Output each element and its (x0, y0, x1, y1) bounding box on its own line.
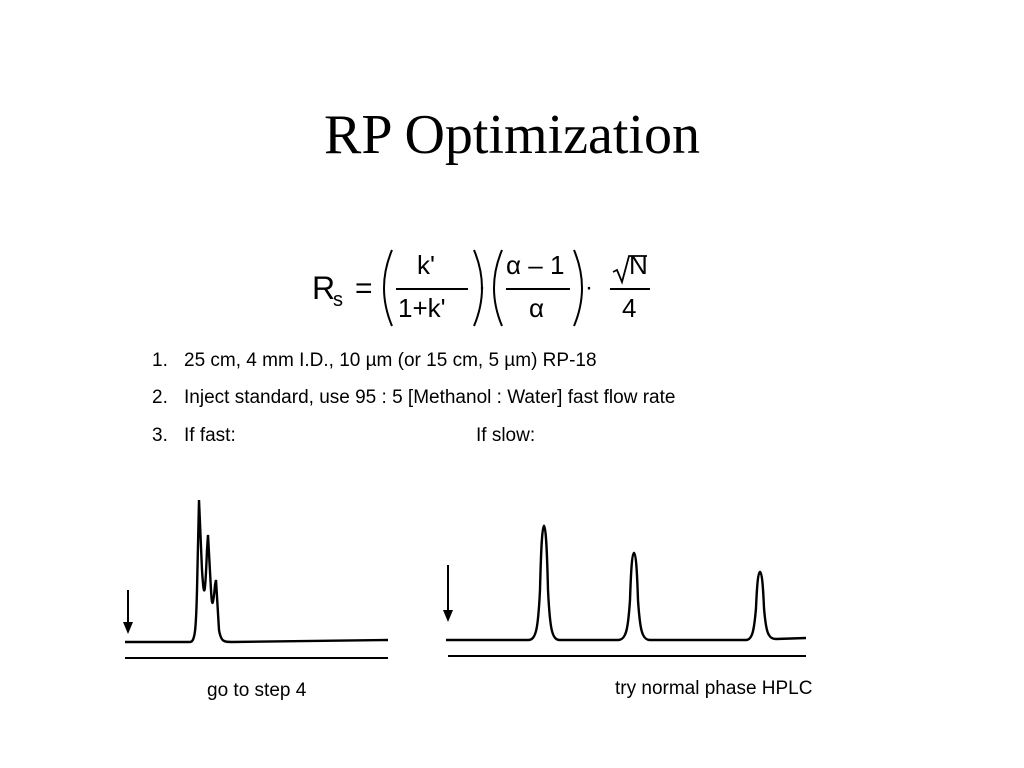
step-text: If fast: (184, 425, 236, 446)
injection-arrow-head (443, 610, 453, 622)
chromatogram-slow (443, 524, 807, 657)
term2-denominator: α (529, 293, 545, 323)
dot-2: · (585, 274, 593, 301)
term3-numerator: N (629, 250, 648, 280)
slide-title: RP Optimization (324, 104, 700, 166)
chromatogram-fast (123, 499, 389, 659)
term1-fraction-bar (396, 288, 468, 290)
term3-denominator: 4 (622, 293, 637, 323)
formula-r: R (312, 270, 336, 306)
formula-equals: = (355, 272, 373, 305)
term3-fraction-bar (610, 288, 650, 290)
injection-arrow-head (123, 622, 133, 634)
step-item: 2. Inject standard, use 95 : 5 [Methanol … (152, 386, 675, 410)
fast-caption: go to step 4 (207, 680, 307, 701)
step-text: Inject standard, use 95 : 5 [Methanol : … (184, 387, 676, 408)
fast-chromatogram-trace (125, 499, 389, 644)
term1-numerator: k' (417, 250, 435, 280)
step-number: 2. (152, 387, 168, 408)
step-item: 1. 25 cm, 4 mm I.D., 10 µm (or 15 cm, 5 µ… (152, 349, 597, 373)
term2-numerator: α – 1 (506, 250, 565, 280)
step-number: 1. (152, 350, 168, 371)
if-slow-label: If slow: (476, 425, 536, 446)
step-item: 3. If fast: (152, 424, 236, 448)
step-text: 25 cm, 4 mm I.D., 10 µm (or 15 cm, 5 µm)… (184, 350, 597, 371)
step-number: 3. (152, 425, 168, 446)
slow-chromatogram-trace (446, 524, 807, 642)
formula-brackets (383, 249, 647, 327)
term2-fraction-bar (506, 288, 570, 290)
slow-caption: try normal phase HPLC (615, 678, 813, 699)
resolution-equation: R s = k' 1+k' · α – 1 α · N 4 (300, 238, 680, 338)
dot-1: · (478, 274, 486, 301)
formula-subscript-s: s (333, 289, 343, 311)
term1-denominator: 1+k' (398, 293, 446, 323)
